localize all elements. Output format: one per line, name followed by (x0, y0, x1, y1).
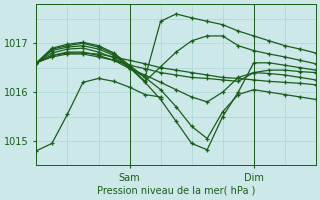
X-axis label: Pression niveau de la mer( hPa ): Pression niveau de la mer( hPa ) (97, 186, 255, 196)
